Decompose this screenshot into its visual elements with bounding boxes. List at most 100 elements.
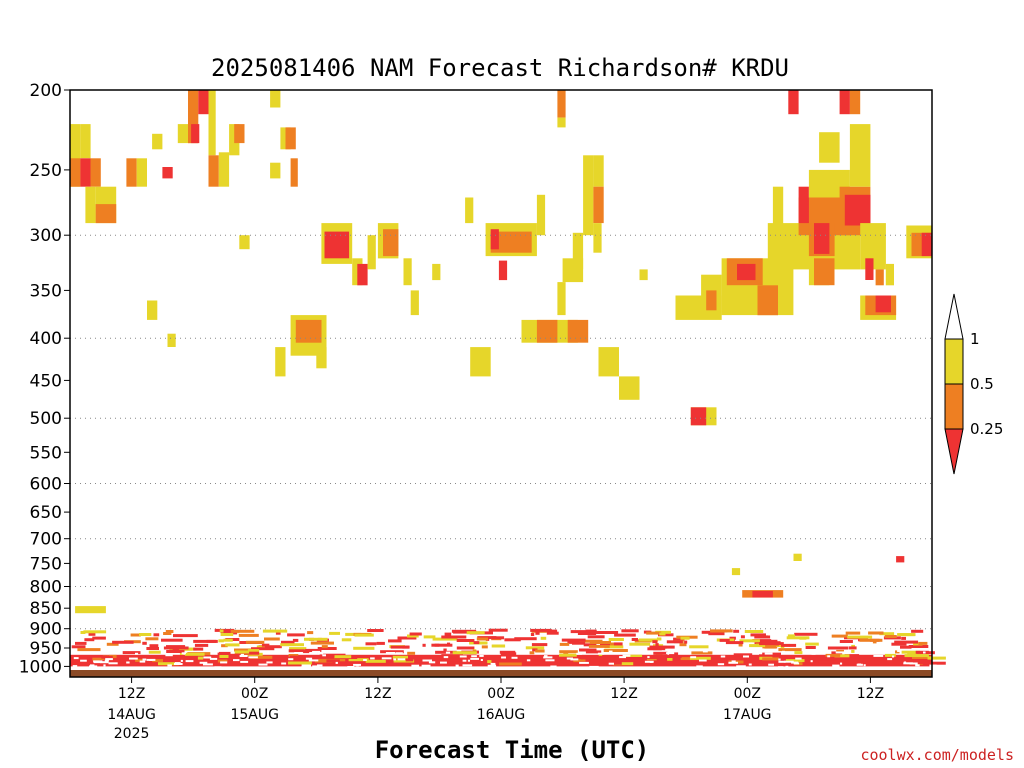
ri-gap bbox=[840, 662, 843, 665]
ri-cell bbox=[567, 319, 589, 343]
ri-cell bbox=[879, 632, 895, 636]
ri-gap bbox=[366, 651, 368, 654]
ri-cell bbox=[95, 204, 117, 224]
ri-gap bbox=[470, 657, 479, 660]
legend-label: 0.5 bbox=[970, 375, 994, 393]
ri-cell bbox=[158, 662, 179, 666]
ri-gap bbox=[887, 658, 893, 661]
ri-cell bbox=[238, 633, 259, 637]
ri-cell bbox=[593, 223, 602, 253]
ri-cell bbox=[763, 635, 769, 639]
ri-cell bbox=[894, 640, 919, 644]
ri-gap bbox=[455, 664, 459, 667]
ri-gap bbox=[702, 650, 708, 653]
ri-cell bbox=[559, 642, 570, 646]
ri-cell bbox=[295, 319, 322, 343]
ri-cell bbox=[310, 641, 334, 645]
ri-cell bbox=[653, 651, 668, 655]
ri-cell bbox=[390, 645, 410, 649]
ri-cell bbox=[658, 633, 674, 637]
ri-cell bbox=[184, 652, 205, 656]
ri-cell bbox=[470, 347, 491, 377]
ri-cell bbox=[652, 640, 658, 644]
x-tick-year: 2025 bbox=[114, 726, 150, 742]
ri-cell bbox=[719, 638, 730, 642]
ri-gap bbox=[108, 662, 118, 665]
ri-cell bbox=[731, 568, 741, 576]
ri-cell bbox=[912, 656, 931, 659]
ri-cell bbox=[88, 632, 96, 636]
chart-title: 2025081406 NAM Forecast Richardson# KRDU bbox=[211, 54, 789, 82]
ri-gap bbox=[185, 660, 194, 663]
ri-gap bbox=[768, 663, 774, 666]
ri-cell bbox=[304, 637, 328, 641]
ri-gap bbox=[666, 652, 675, 655]
ri-cell bbox=[849, 90, 861, 115]
ri-cell bbox=[530, 628, 552, 632]
ri-gap bbox=[301, 664, 311, 667]
ri-cell bbox=[219, 655, 229, 658]
ri-gap bbox=[72, 665, 78, 668]
y-tick-label: 200 bbox=[30, 81, 62, 101]
ri-cell bbox=[217, 652, 241, 656]
ri-cell bbox=[655, 643, 659, 647]
ri-cell bbox=[409, 632, 422, 636]
ri-cell bbox=[314, 659, 333, 663]
ri-cell bbox=[441, 635, 467, 639]
ri-gap bbox=[428, 661, 436, 664]
ri-cell bbox=[744, 630, 764, 633]
ri-gap bbox=[785, 665, 789, 668]
ri-gap bbox=[445, 651, 451, 654]
ri-cell bbox=[711, 659, 727, 663]
ri-cell bbox=[70, 158, 81, 187]
ri-gap bbox=[619, 656, 626, 659]
ri-gap bbox=[467, 659, 470, 662]
ri-gap bbox=[511, 656, 518, 659]
ri-gap bbox=[322, 654, 326, 657]
ri-cell bbox=[733, 653, 753, 657]
legend-swatch-mid bbox=[944, 383, 964, 430]
ri-cell bbox=[275, 347, 286, 377]
ri-cell bbox=[281, 640, 295, 644]
ri-cell bbox=[388, 639, 402, 643]
ri-cell bbox=[165, 630, 174, 633]
x-tick-label: 12Z bbox=[610, 686, 637, 702]
ri-cell bbox=[688, 662, 709, 666]
ri-cell bbox=[451, 629, 476, 633]
ri-gap bbox=[690, 656, 697, 659]
ri-gap bbox=[471, 655, 477, 658]
ri-cell bbox=[598, 347, 619, 377]
ri-gap bbox=[90, 664, 95, 667]
ri-gap bbox=[279, 651, 285, 654]
ri-cell bbox=[290, 158, 298, 187]
ri-cell bbox=[621, 629, 639, 633]
ri-cell bbox=[559, 653, 577, 657]
ri-cell bbox=[757, 285, 778, 316]
ri-cell bbox=[722, 658, 734, 662]
ri-cell bbox=[825, 653, 841, 657]
ri-cell bbox=[270, 90, 281, 108]
ri-cell bbox=[289, 655, 310, 659]
ri-cell bbox=[585, 650, 602, 654]
ri-gap bbox=[369, 651, 375, 654]
ri-gap bbox=[281, 662, 287, 665]
ri-cell bbox=[557, 90, 566, 118]
ri-cell bbox=[499, 662, 522, 666]
ri-cell bbox=[177, 124, 189, 144]
ri-cell bbox=[341, 638, 352, 642]
ri-cell bbox=[217, 659, 228, 663]
ri-cell bbox=[673, 637, 685, 641]
ri-cell bbox=[146, 647, 159, 650]
ri-cell bbox=[762, 657, 780, 661]
credit-text: coolwx.com/models bbox=[860, 746, 1014, 764]
ri-gap bbox=[105, 658, 113, 661]
ri-gap bbox=[312, 650, 321, 653]
ri-gap bbox=[556, 652, 560, 655]
ri-cell bbox=[587, 635, 605, 639]
ri-gap bbox=[778, 658, 781, 661]
ri-cell bbox=[794, 651, 803, 655]
ri-gap bbox=[570, 658, 579, 661]
ri-cell bbox=[191, 124, 200, 144]
ri-cell bbox=[218, 152, 230, 187]
ri-cell bbox=[334, 655, 352, 659]
